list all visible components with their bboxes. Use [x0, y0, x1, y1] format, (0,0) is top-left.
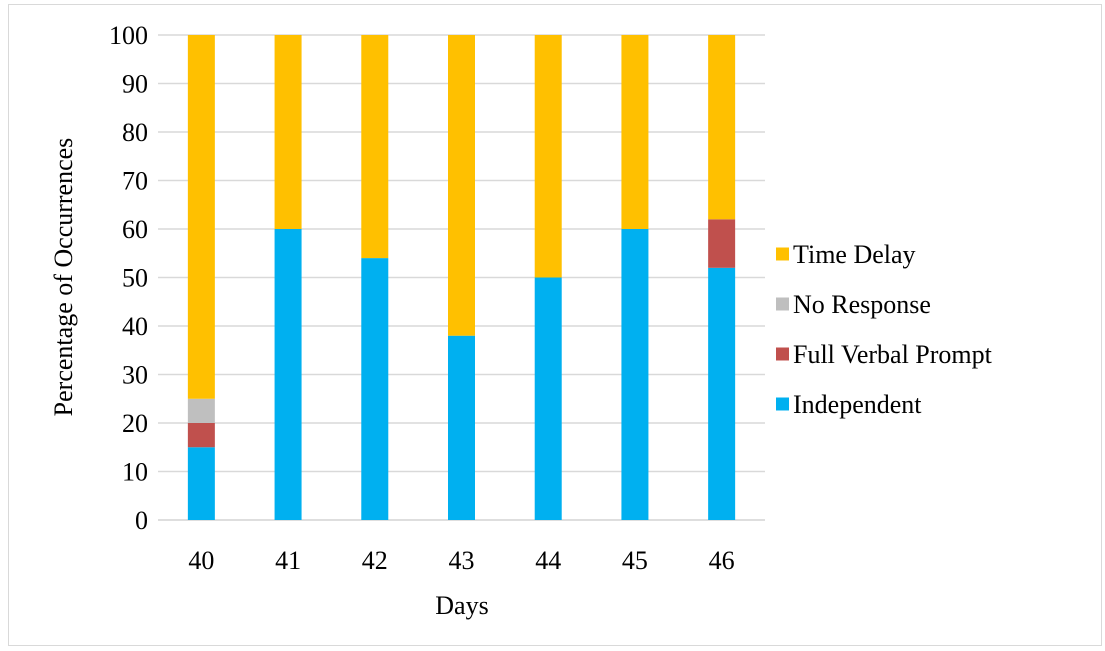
y-tick-label: 30 — [122, 361, 148, 390]
x-tick-label: 46 — [709, 546, 735, 575]
bar-time-delay-44 — [534, 35, 562, 278]
x-tick-label: 42 — [362, 546, 388, 575]
bar-time-delay-46 — [708, 35, 736, 220]
bar-time-delay-40 — [187, 35, 215, 399]
x-tick-label: 45 — [622, 546, 648, 575]
bar-independent-42 — [361, 258, 389, 520]
y-tick-label: 100 — [109, 21, 148, 50]
legend-swatch-full-verbal-prompt — [776, 347, 789, 361]
y-axis-ticks: 0 10 20 30 40 50 60 70 80 90 100 — [109, 21, 148, 535]
x-tick-label: 40 — [188, 546, 214, 575]
legend-label: Full Verbal Prompt — [793, 340, 993, 369]
bar-full-verbal-prompt-46 — [708, 219, 736, 268]
bar-independent-45 — [621, 229, 649, 520]
legend-label: Independent — [793, 390, 922, 419]
legend: Time Delay No Response Full Verbal Prompt I… — [776, 240, 993, 419]
bar-time-delay-41 — [274, 35, 302, 229]
bars — [187, 35, 736, 520]
bar-independent-46 — [708, 267, 736, 520]
x-axis-title: Days — [435, 591, 488, 620]
y-tick-label: 40 — [122, 312, 148, 341]
bar-independent-44 — [534, 277, 562, 520]
bar-time-delay-42 — [361, 35, 389, 259]
bar-time-delay-43 — [448, 35, 475, 336]
y-tick-label: 60 — [122, 215, 148, 244]
y-tick-label: 20 — [122, 409, 148, 438]
x-tick-label: 41 — [275, 546, 301, 575]
y-tick-label: 70 — [122, 167, 148, 196]
legend-label: No Response — [793, 290, 931, 319]
bar-independent-41 — [274, 229, 302, 520]
x-tick-label: 43 — [449, 546, 475, 575]
bar-no-response-40 — [187, 398, 215, 423]
y-tick-label: 80 — [122, 118, 148, 147]
y-tick-label: 0 — [135, 506, 148, 535]
bar-full-verbal-prompt-40 — [187, 423, 215, 448]
legend-swatch-no-response — [776, 297, 789, 311]
y-axis-title: Percentage of Occurrences — [49, 138, 78, 417]
y-tick-label: 90 — [122, 70, 148, 99]
legend-label: Time Delay — [793, 240, 916, 269]
bar-time-delay-45 — [621, 35, 649, 229]
legend-swatch-independent — [776, 397, 789, 411]
y-tick-label: 10 — [122, 458, 148, 487]
legend-swatch-time-delay — [776, 247, 789, 261]
x-tick-label: 44 — [535, 546, 561, 575]
y-tick-label: 50 — [122, 264, 148, 293]
x-axis-ticks: 40 41 42 43 44 45 46 — [188, 546, 734, 575]
bar-independent-43 — [448, 335, 475, 520]
bar-independent-40 — [187, 447, 215, 520]
